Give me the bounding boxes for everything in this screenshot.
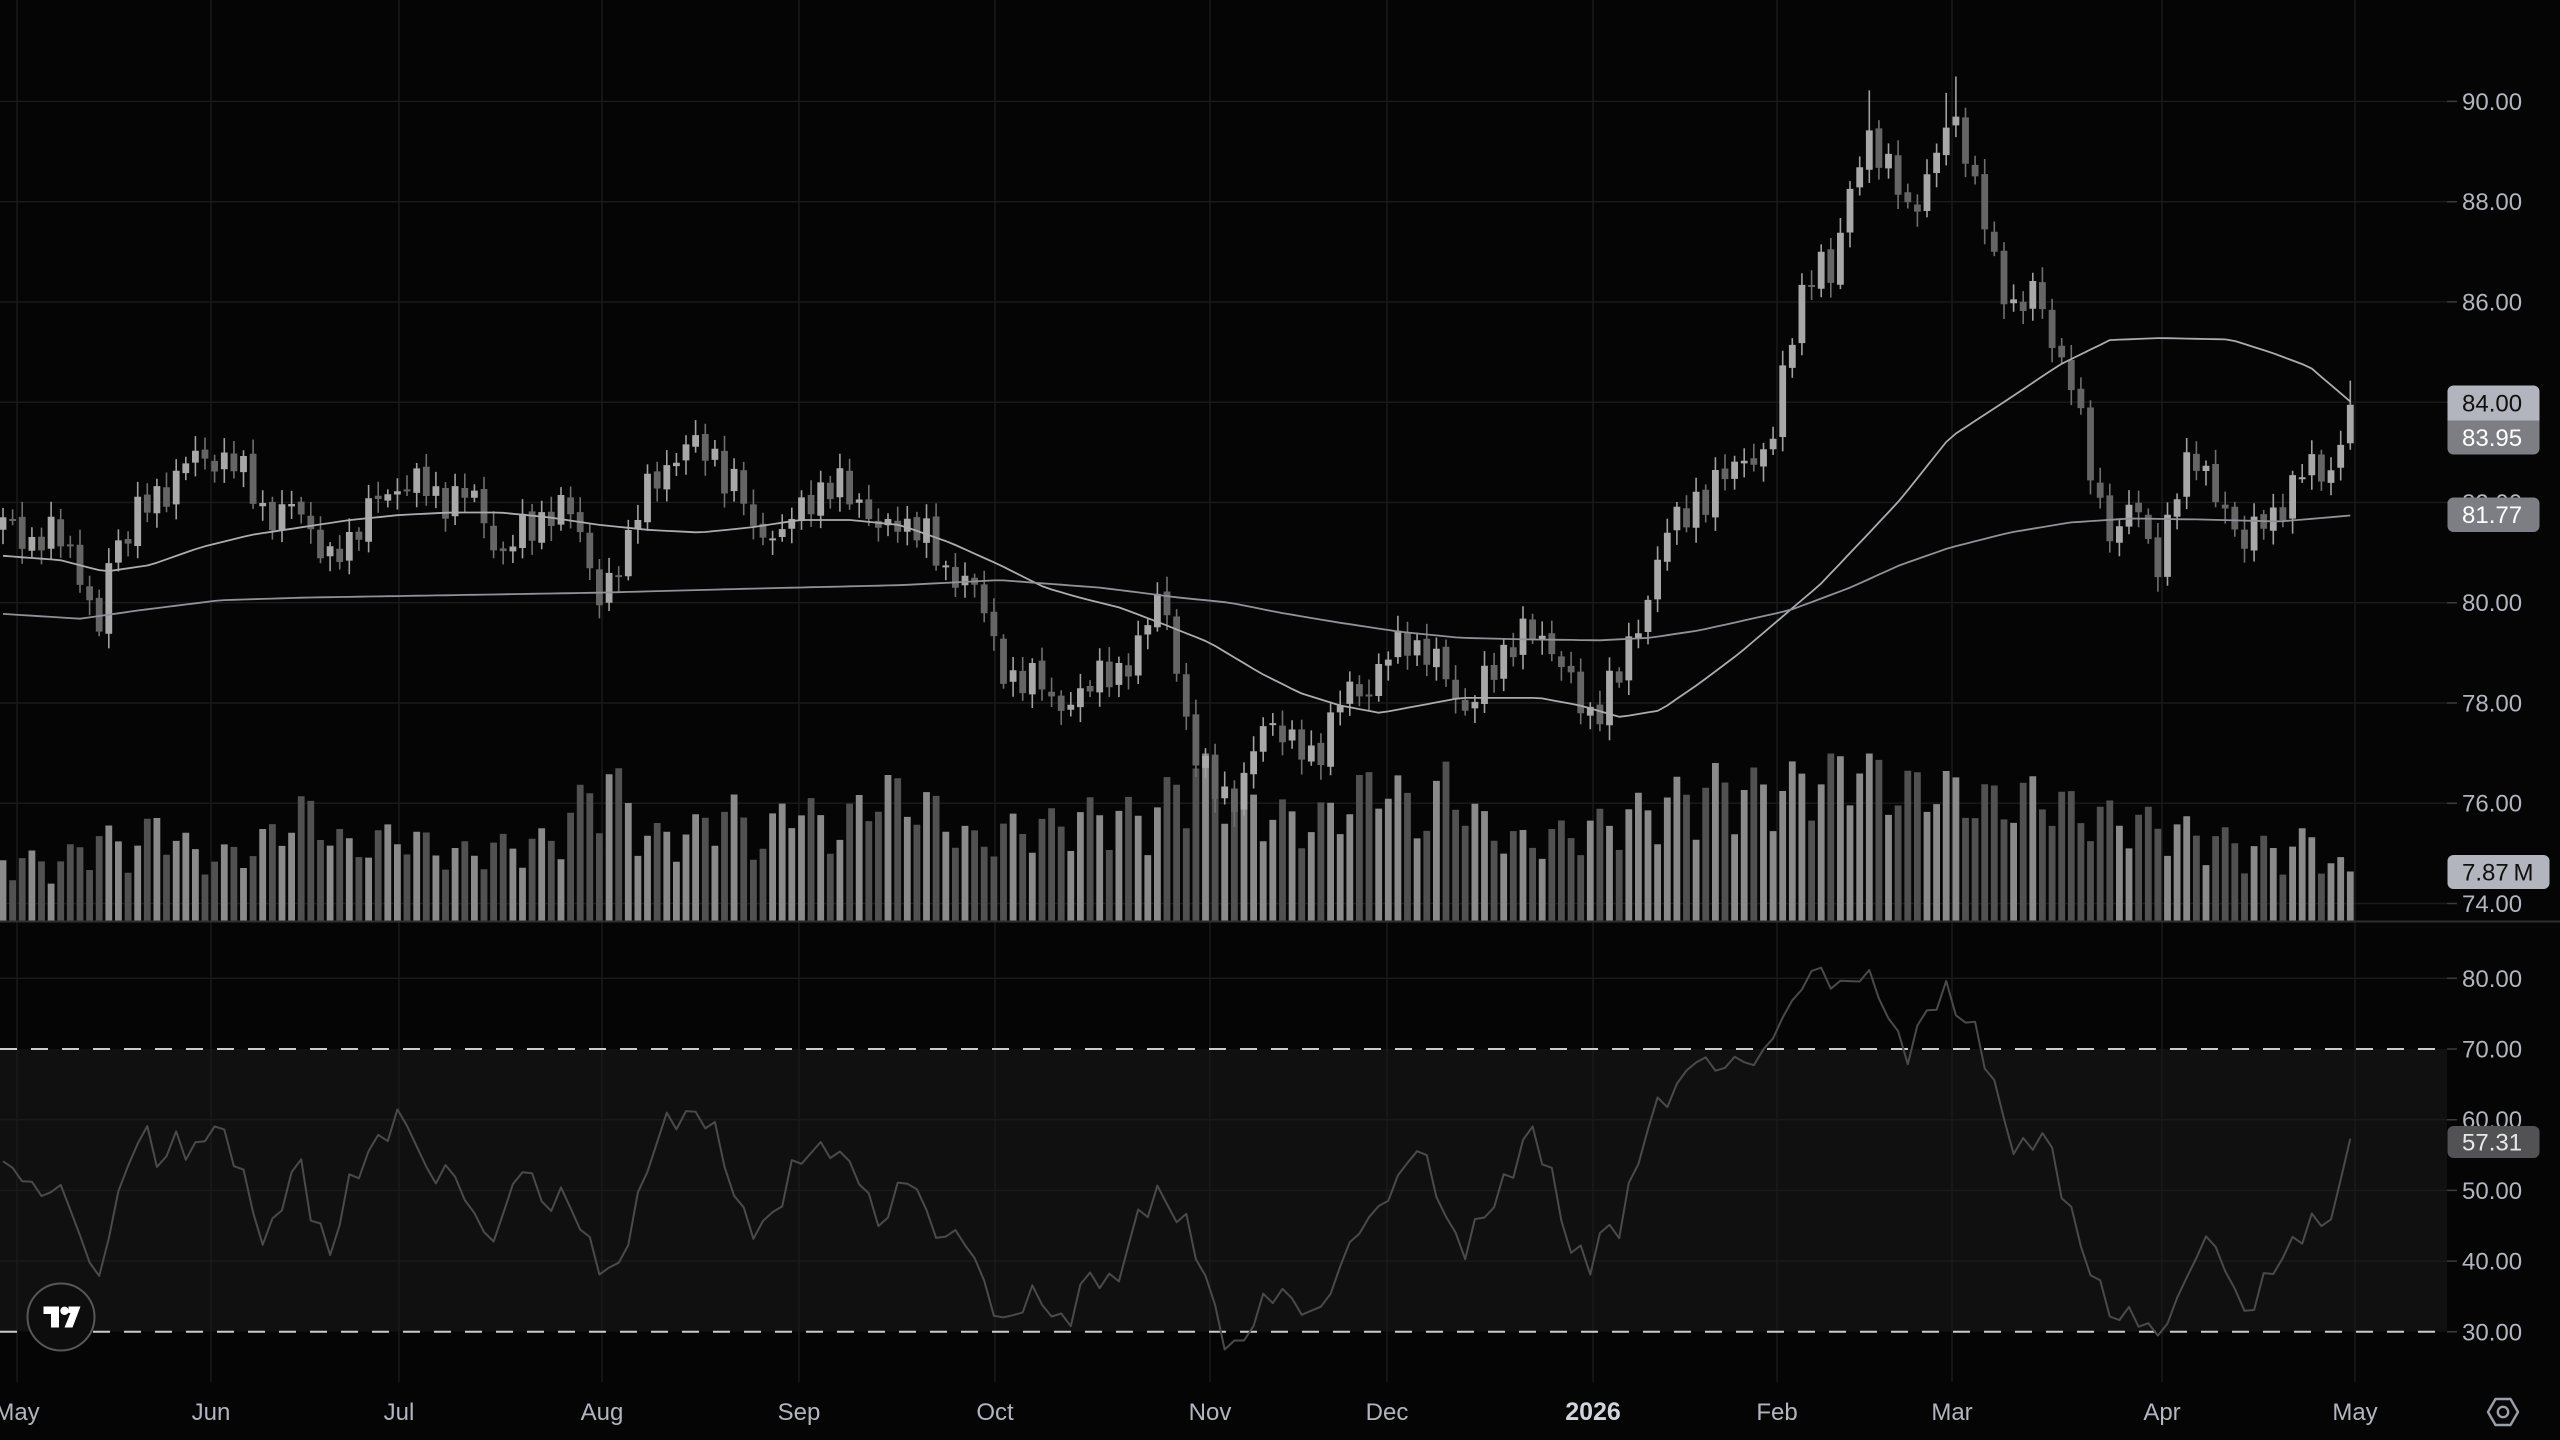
svg-text:Nov: Nov [1189,1399,1232,1426]
svg-text:74.00: 74.00 [2462,891,2522,918]
svg-text:Feb: Feb [1756,1399,1797,1426]
svg-text:90.00: 90.00 [2462,89,2522,116]
svg-text:Aug: Aug [581,1399,624,1426]
svg-text:86.00: 86.00 [2462,289,2522,316]
svg-text:Jul: Jul [384,1399,415,1426]
svg-text:80.00: 80.00 [2462,966,2522,993]
svg-text:70.00: 70.00 [2462,1037,2522,1064]
svg-text:Oct: Oct [976,1399,1014,1426]
svg-text:81.77: 81.77 [2462,502,2522,529]
svg-text:40.00: 40.00 [2462,1249,2522,1276]
svg-text:May: May [2332,1399,2377,1426]
svg-text:88.00: 88.00 [2462,189,2522,216]
svg-text:Jun: Jun [192,1399,231,1426]
svg-text:Mar: Mar [1931,1399,1972,1426]
svg-text:30.00: 30.00 [2462,1319,2522,1346]
svg-text:Apr: Apr [2143,1399,2180,1426]
svg-text:Dec: Dec [1366,1399,1409,1426]
svg-text:57.31: 57.31 [2462,1130,2522,1157]
svg-text:76.00: 76.00 [2462,791,2522,818]
svg-text:78.00: 78.00 [2462,691,2522,718]
svg-text:7.87 M: 7.87 M [2462,860,2534,887]
svg-text:Sep: Sep [778,1399,821,1426]
svg-text:84.00: 84.00 [2462,391,2522,418]
svg-text:May: May [0,1399,40,1426]
svg-text:83.95: 83.95 [2462,425,2522,452]
svg-text:2026: 2026 [1565,1398,1621,1426]
svg-text:80.00: 80.00 [2462,590,2522,617]
svg-text:50.00: 50.00 [2462,1178,2522,1205]
